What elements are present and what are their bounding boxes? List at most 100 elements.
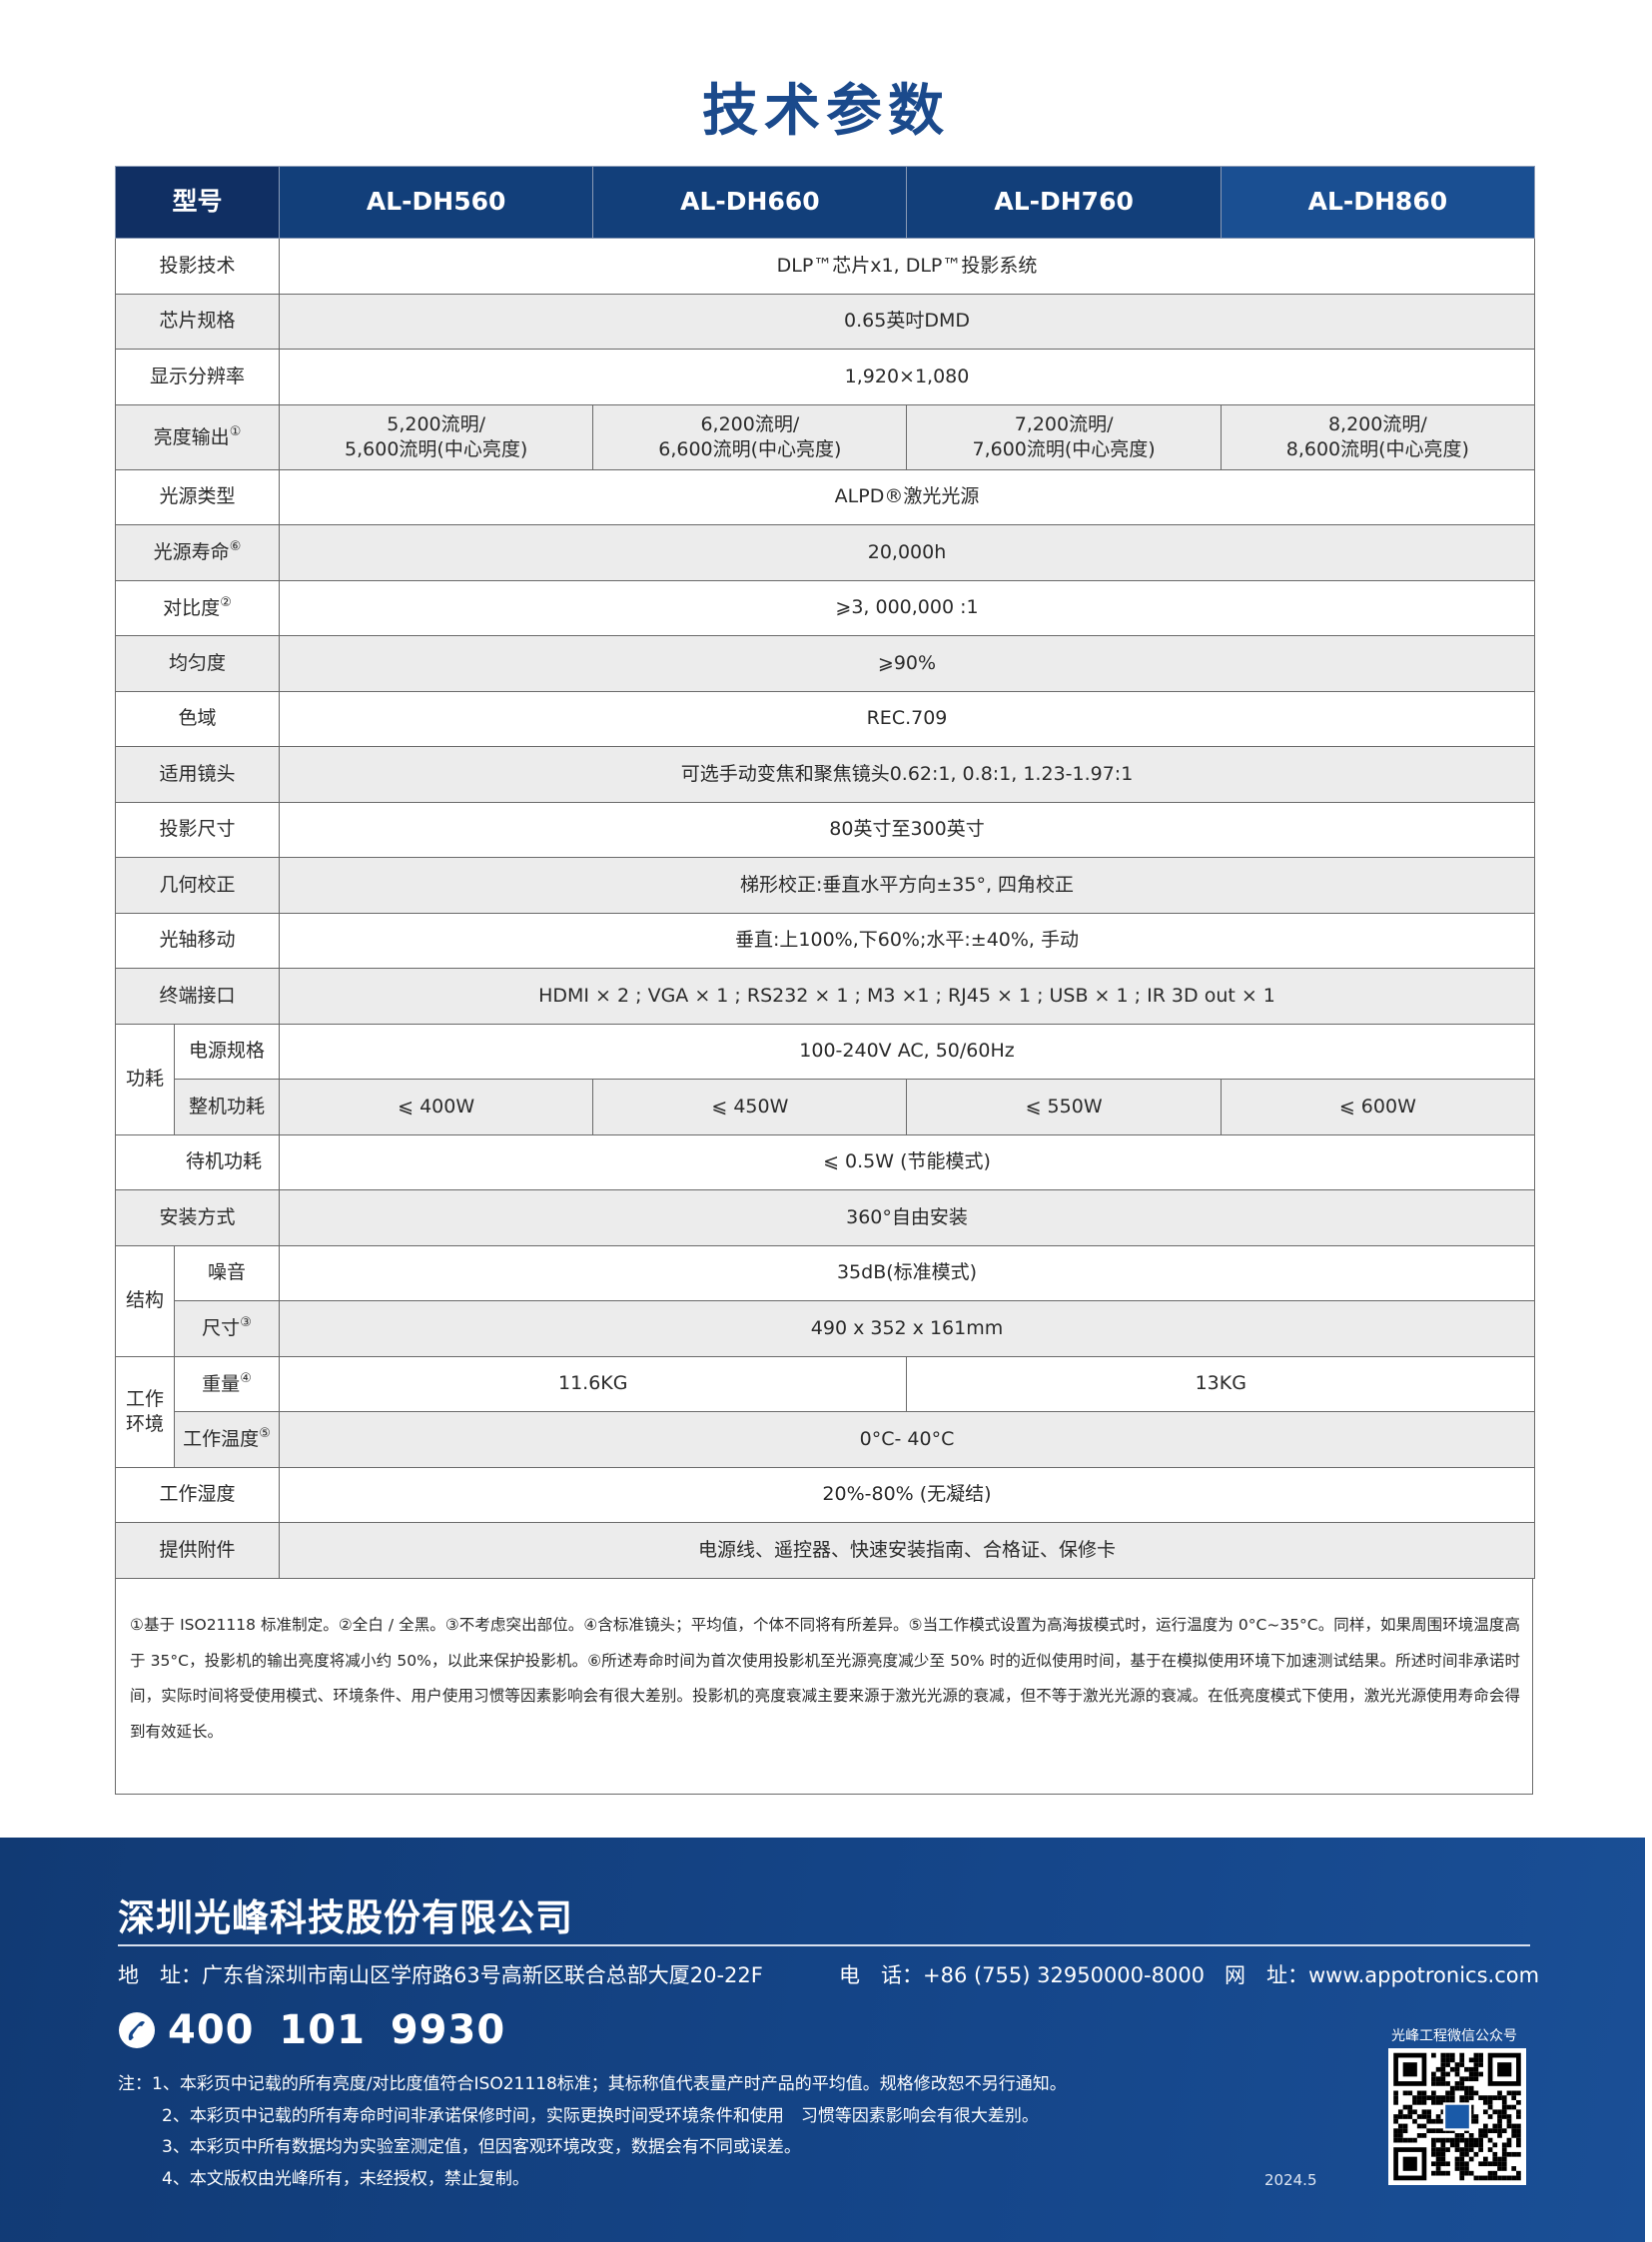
footnote-marker: ⑤ — [259, 1426, 271, 1442]
row-value: 可选手动变焦和聚焦镜头0.62:1, 0.8:1, 1.23-1.97:1 — [279, 746, 1535, 803]
address: 地 址：广东省深圳市南山区学府路63号高新区联合总部大厦20-22F — [118, 1963, 763, 1987]
row-label: 终端接口 — [114, 968, 281, 1025]
table-row: 待机功耗 ⩽ 0.5W (节能模式) — [114, 1133, 1535, 1190]
row-label-text: 待机功耗 — [186, 1150, 263, 1173]
row-label: 光轴移动 — [114, 912, 281, 969]
table-row: 安装方式 360°自由安装 — [114, 1189, 1535, 1246]
row-label: 投影技术 — [114, 238, 281, 295]
row-label: 尺寸③ — [173, 1300, 281, 1357]
hotline: 400 101 9930 — [118, 2007, 505, 2053]
table-row: 亮度输出① 5,200流明/ 5,600流明(中心亮度) 6,200流明/ 6,60… — [114, 403, 1536, 470]
row-label-text: 几何校正 — [159, 873, 236, 896]
row-value: HDMI × 2 ; VGA × 1 ; RS232 × 1 ; M3 ×1 ;… — [279, 968, 1535, 1025]
row-value: 20,000h — [279, 524, 1535, 581]
row-value: ⩽ 400W — [279, 1079, 594, 1135]
spec-table-body: 投影技术 DLP™芯片x1, DLP™投影系统 芯片规格 0.65英吋DMD 显示分辨率… — [114, 238, 1536, 1579]
row-label-text: 芯片规格 — [159, 310, 236, 333]
row-label: 光源类型 — [114, 468, 281, 525]
footnote-marker: ② — [220, 594, 232, 610]
telephone: 电 话：+86 (755) 32950000-8000 — [839, 1963, 1206, 1987]
header-model: 型号 — [114, 166, 281, 239]
row-value: ⩽ 550W — [906, 1079, 1222, 1135]
row-label: 整机功耗 — [173, 1079, 281, 1135]
table-row: 适用镜头 可选手动变焦和聚焦镜头0.62:1, 0.8:1, 1.23-1.97:… — [114, 746, 1535, 803]
row-label-text: 安装方式 — [159, 1205, 236, 1228]
row-label-text: 显示分辨率 — [150, 365, 246, 387]
print-date: 2024.5 — [1264, 2171, 1317, 2189]
header-al-dh860: AL-DH860 — [1220, 166, 1536, 239]
spec-table: 型号 AL-DH560 AL-DH660 AL-DH760 AL-DH860 投… — [114, 166, 1536, 1579]
row-label-text: 工作温度 — [183, 1428, 260, 1451]
row-value: ALPD®激光光源 — [279, 468, 1535, 525]
row-value: 梯形校正:垂直水平方向±35°, 四角校正 — [279, 857, 1535, 914]
row-label-text: 投影技术 — [159, 254, 236, 277]
row-value: 1,920×1,080 — [279, 349, 1535, 405]
row-label: 噪音 — [173, 1244, 281, 1301]
row-value: ⩾90% — [279, 635, 1535, 692]
header-al-dh760: AL-DH760 — [906, 166, 1222, 239]
hotline-number: 400 101 9930 — [168, 2007, 506, 2053]
row-value: 0°C- 40°C — [279, 1411, 1535, 1468]
table-row: 投影尺寸 80英寸至300英寸 — [114, 801, 1535, 858]
row-value: ⩾3, 000,000 :1 — [279, 579, 1535, 636]
row-value: 电源线、遥控器、快速安装指南、合格证、保修卡 — [279, 1522, 1535, 1579]
row-label-text: 光源寿命 — [153, 541, 230, 564]
table-header-row: 型号 AL-DH560 AL-DH660 AL-DH760 AL-DH860 — [114, 166, 1536, 239]
row-value: DLP™芯片x1, DLP™投影系统 — [279, 238, 1535, 295]
row-value: 35dB(标准模式) — [279, 1244, 1535, 1301]
row-group-label: 工作 环境 — [115, 1355, 175, 1468]
row-label-text: 重量 — [202, 1372, 241, 1395]
table-row: 尺寸③ 490 x 352 x 161mm — [116, 1300, 1535, 1357]
row-value: ⩽ 450W — [592, 1079, 908, 1135]
row-label: 工作温度⑤ — [173, 1411, 281, 1468]
row-value: ⩽ 600W — [1220, 1079, 1536, 1135]
row-value: 360°自由安装 — [279, 1189, 1535, 1246]
row-label: 电源规格 — [173, 1023, 281, 1080]
row-label: 芯片规格 — [114, 293, 281, 350]
table-row: 显示分辨率 1,920×1,080 — [114, 349, 1535, 405]
row-value: 100-240V AC, 50/60Hz — [279, 1023, 1535, 1080]
row-value: REC.709 — [279, 690, 1535, 747]
table-row: 光源类型 ALPD®激光光源 — [114, 468, 1535, 525]
footer-note: 2、本彩页中记载的所有寿命时间非承诺保修时间，实际更换时间受环境条件和使用 习惯… — [162, 2105, 1039, 2126]
row-label: 几何校正 — [114, 857, 281, 914]
footer-note: 4、本文版权由光峰所有，未经授权，禁止复制。 — [162, 2168, 529, 2189]
row-label: 适用镜头 — [114, 746, 281, 803]
row-label: 亮度输出① — [114, 403, 281, 470]
row-label: 显示分辨率 — [114, 349, 281, 405]
row-label: 重量④ — [173, 1355, 281, 1412]
row-value: 5,200流明/ 5,600流明(中心亮度) — [279, 403, 594, 470]
row-label-text: 工作湿度 — [159, 1483, 236, 1506]
company-name: 深圳光峰科技股份有限公司 — [118, 1896, 573, 1939]
row-label: 色域 — [114, 690, 281, 747]
row-label-text: 光轴移动 — [159, 929, 236, 952]
row-label-text: 色域 — [178, 707, 217, 730]
footer-note: 注：1、本彩页中记载的所有亮度/对比度值符合ISO21118标准；其标称值代表量… — [118, 2074, 1067, 2094]
footnote-marker: ① — [229, 423, 242, 439]
website-link[interactable]: 网 址：www.appotronics.com — [1225, 1963, 1540, 1987]
row-label: 投影尺寸 — [114, 801, 281, 858]
table-row: 整机功耗 ⩽ 400W ⩽ 450W ⩽ 550W ⩽ 600W — [116, 1079, 1536, 1135]
row-label-text: 终端接口 — [159, 984, 236, 1007]
row-label: 光源寿命⑥ — [114, 524, 281, 581]
row-value: 11.6KG — [279, 1355, 908, 1412]
wechat-qr-code — [1388, 2048, 1526, 2185]
table-row: 功耗 电源规格 100-240V AC, 50/60Hz — [115, 1023, 1535, 1135]
header-al-dh660: AL-DH660 — [592, 166, 908, 239]
footer: 深圳光峰科技股份有限公司 地 址：广东省深圳市南山区学府路63号高新区联合总部大… — [0, 1838, 1645, 2242]
table-row: 工作温度⑤ 0°C- 40°C — [116, 1411, 1535, 1468]
row-value: 0.65英吋DMD — [279, 293, 1535, 350]
footer-note: 3、本彩页中所有数据均为实验室测定值，但因客观环境改变，数据会有不同或误差。 — [162, 2137, 801, 2157]
row-label-text: 尺寸 — [202, 1317, 241, 1340]
footnote-marker: ⑥ — [229, 539, 242, 555]
row-value: 垂直:上100%,下60%;水平:±40%, 手动 — [279, 912, 1535, 969]
footer-notes: 注：1、本彩页中记载的所有亮度/对比度值符合ISO21118标准；其标称值代表量… — [118, 2069, 1067, 2195]
table-row: 工作 环境 重量④ 11.6KG 13KG — [115, 1355, 1535, 1468]
table-row: 芯片规格 0.65英吋DMD — [114, 293, 1535, 350]
page-title: 技术参数 — [702, 79, 950, 144]
table-row: 光轴移动 垂直:上100%,下60%;水平:±40%, 手动 — [114, 912, 1535, 969]
row-label-text: 整机功耗 — [189, 1095, 266, 1118]
header-al-dh560: AL-DH560 — [279, 166, 594, 239]
row-label-text: 适用镜头 — [159, 762, 236, 785]
row-label: 待机功耗 — [114, 1133, 281, 1190]
